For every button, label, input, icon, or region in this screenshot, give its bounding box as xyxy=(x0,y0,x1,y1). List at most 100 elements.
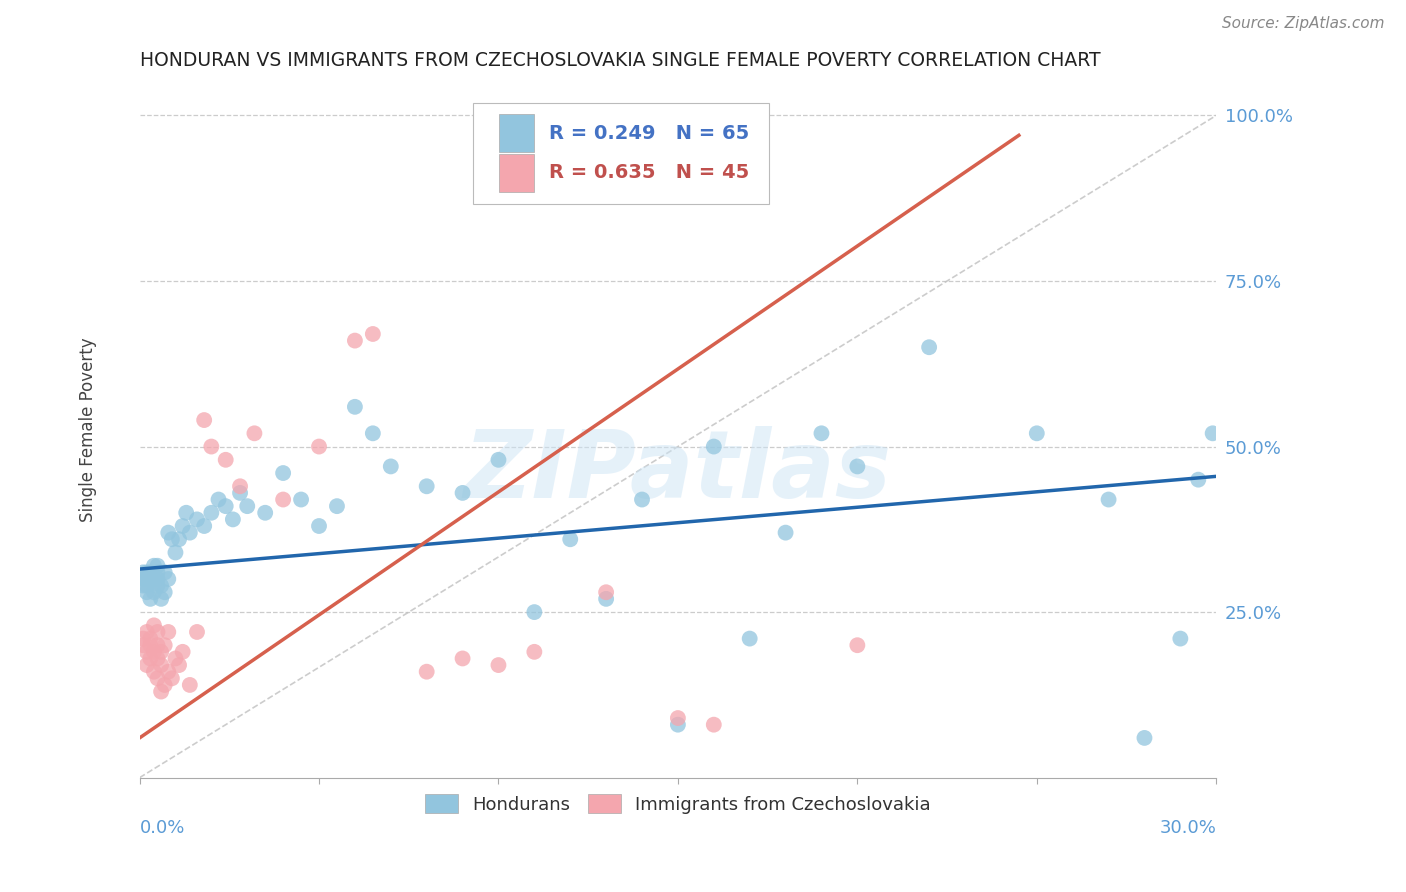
Point xyxy=(179,678,201,692)
Point xyxy=(1097,492,1119,507)
Point xyxy=(236,499,259,513)
Point xyxy=(200,506,222,520)
Point xyxy=(361,326,384,341)
Point xyxy=(135,645,157,659)
Point xyxy=(139,651,162,665)
Point xyxy=(186,624,208,639)
Point xyxy=(146,558,169,573)
Point xyxy=(153,638,176,652)
Point xyxy=(167,533,190,547)
Point xyxy=(150,579,173,593)
Text: ZIPatlas: ZIPatlas xyxy=(464,425,891,517)
Point xyxy=(595,591,617,606)
Point xyxy=(775,525,797,540)
Point xyxy=(271,466,294,480)
Point xyxy=(308,519,330,533)
Point xyxy=(132,566,155,580)
Point xyxy=(703,440,725,454)
Point xyxy=(160,533,183,547)
Point xyxy=(142,572,165,586)
Point xyxy=(153,566,176,580)
Point xyxy=(343,334,366,348)
Point xyxy=(135,624,157,639)
Text: 0.0%: 0.0% xyxy=(139,820,186,838)
Point xyxy=(200,440,222,454)
Point xyxy=(139,591,162,606)
Text: Source: ZipAtlas.com: Source: ZipAtlas.com xyxy=(1222,16,1385,31)
Point xyxy=(165,545,187,559)
Point xyxy=(172,519,194,533)
Point xyxy=(1025,426,1047,441)
Point xyxy=(132,572,155,586)
Point xyxy=(146,651,169,665)
Point xyxy=(193,413,215,427)
Point xyxy=(380,459,402,474)
Text: R = 0.635   N = 45: R = 0.635 N = 45 xyxy=(548,163,749,182)
Point xyxy=(193,519,215,533)
Point xyxy=(132,579,155,593)
Point xyxy=(142,618,165,632)
Point xyxy=(146,579,169,593)
Point xyxy=(560,533,582,547)
Point xyxy=(666,717,689,731)
Point xyxy=(271,492,294,507)
Point xyxy=(595,585,617,599)
Point xyxy=(415,665,437,679)
Point xyxy=(139,566,162,580)
Point xyxy=(415,479,437,493)
Point xyxy=(243,426,266,441)
Point xyxy=(150,658,173,673)
Point xyxy=(135,658,157,673)
Point xyxy=(150,684,173,698)
Point xyxy=(135,566,157,580)
Point xyxy=(139,638,162,652)
Point xyxy=(361,426,384,441)
Point xyxy=(846,638,869,652)
Point xyxy=(222,512,245,526)
Point xyxy=(165,651,187,665)
Point xyxy=(229,479,252,493)
Point xyxy=(153,585,176,599)
Point xyxy=(132,632,155,646)
Point xyxy=(167,658,190,673)
Point xyxy=(146,566,169,580)
Point xyxy=(631,492,654,507)
Point xyxy=(153,678,176,692)
FancyBboxPatch shape xyxy=(499,154,534,192)
Text: HONDURAN VS IMMIGRANTS FROM CZECHOSLOVAKIA SINGLE FEMALE POVERTY CORRELATION CHA: HONDURAN VS IMMIGRANTS FROM CZECHOSLOVAK… xyxy=(139,51,1101,70)
Point xyxy=(308,440,330,454)
Point xyxy=(451,486,474,500)
Point xyxy=(186,512,208,526)
Point xyxy=(146,572,169,586)
Point xyxy=(918,340,941,354)
Point xyxy=(523,645,546,659)
Point xyxy=(1187,473,1209,487)
Point xyxy=(157,525,180,540)
Point xyxy=(666,711,689,725)
Text: Single Female Poverty: Single Female Poverty xyxy=(79,338,97,523)
Legend: Hondurans, Immigrants from Czechoslovakia: Hondurans, Immigrants from Czechoslovaki… xyxy=(418,787,938,821)
Point xyxy=(160,671,183,685)
Point xyxy=(157,624,180,639)
Point xyxy=(488,658,510,673)
Point xyxy=(135,585,157,599)
Point xyxy=(290,492,312,507)
Point xyxy=(254,506,277,520)
Point xyxy=(343,400,366,414)
Point xyxy=(132,638,155,652)
Point xyxy=(215,452,238,467)
Point xyxy=(157,665,180,679)
Point xyxy=(146,638,169,652)
Point xyxy=(157,572,180,586)
Text: 30.0%: 30.0% xyxy=(1160,820,1216,838)
Point xyxy=(1170,632,1192,646)
Point xyxy=(142,585,165,599)
Point xyxy=(139,632,162,646)
Point xyxy=(174,506,197,520)
Point xyxy=(179,525,201,540)
Point xyxy=(1133,731,1156,745)
Point xyxy=(846,459,869,474)
Text: R = 0.249   N = 65: R = 0.249 N = 65 xyxy=(548,124,749,143)
Point xyxy=(142,558,165,573)
Point xyxy=(172,645,194,659)
